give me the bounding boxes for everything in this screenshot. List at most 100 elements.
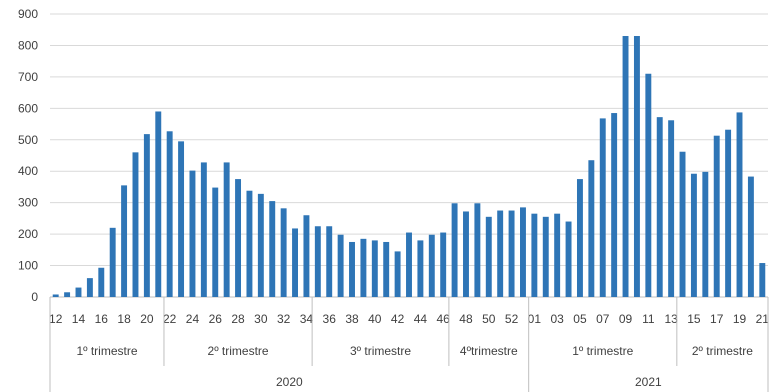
- bar: [257, 193, 264, 297]
- bar: [497, 210, 504, 297]
- quarter-label: 2º trimestre: [692, 344, 753, 358]
- quarter-label: 4ºtrimestre: [460, 344, 518, 358]
- x-tick-label: 07: [596, 312, 610, 326]
- bar: [132, 152, 139, 297]
- bar: [576, 179, 583, 297]
- x-tick-label: 13: [664, 312, 678, 326]
- bar: [178, 141, 185, 297]
- bar: [235, 179, 242, 297]
- bar: [303, 215, 310, 297]
- quarter-label: 3º trimestre: [350, 344, 411, 358]
- x-tick-label: 15: [687, 312, 701, 326]
- bars: [52, 36, 766, 298]
- bar: [64, 292, 71, 297]
- bar: [371, 240, 378, 297]
- bar: [223, 162, 230, 297]
- bar: [599, 118, 606, 297]
- bar: [451, 203, 458, 297]
- bar: [690, 173, 697, 297]
- bar: [463, 211, 469, 297]
- bar: [155, 111, 162, 297]
- x-tick-label: 18: [117, 312, 131, 326]
- bar: [292, 228, 298, 297]
- bar: [383, 241, 390, 297]
- x-axis: 12 14 16 18 20 22 24 26 28 30 32 34 36 38 40 42 44 46 48 50…: [49, 297, 769, 392]
- bar: [588, 160, 595, 297]
- bar: [52, 294, 59, 297]
- quarter-label: 1º trimestre: [572, 344, 633, 358]
- x-tick-label: 42: [391, 312, 405, 326]
- bar: [736, 112, 743, 297]
- x-tick-label: 28: [231, 312, 245, 326]
- bar: [747, 176, 754, 297]
- x-tick-label: 40: [368, 312, 382, 326]
- bar: [360, 238, 367, 297]
- bar: [98, 267, 105, 297]
- bar: [86, 278, 93, 297]
- x-tick-label: 19: [733, 312, 747, 326]
- bar: [759, 263, 766, 297]
- x-tick-label: 30: [254, 312, 268, 326]
- bar: [725, 129, 732, 297]
- x-tick-label: 52: [505, 312, 519, 326]
- x-tick-label: 34: [300, 312, 314, 326]
- x-tick-label: 22: [163, 312, 177, 326]
- bar: [109, 227, 116, 297]
- x-tick-label: 26: [209, 312, 223, 326]
- bar: [121, 185, 128, 297]
- bar: [542, 216, 549, 297]
- y-tick-label: 700: [18, 70, 38, 84]
- bar: [280, 208, 287, 297]
- bar: [326, 226, 333, 297]
- bar: [428, 234, 435, 297]
- bar: [645, 73, 652, 297]
- quarter-label: 2º trimestre: [208, 344, 269, 358]
- x-tick-label: 03: [550, 312, 564, 326]
- bar: [189, 170, 196, 297]
- x-tick-label: 12: [49, 312, 63, 326]
- x-tick-label: 24: [186, 312, 200, 326]
- y-tick-label: 400: [18, 164, 38, 178]
- y-tick-label: 100: [18, 259, 38, 273]
- x-tick-label: 16: [95, 312, 109, 326]
- y-tick-label: 0: [31, 290, 38, 304]
- x-tick-label: 38: [345, 312, 359, 326]
- bar: [679, 151, 686, 297]
- x-tick-label: 36: [323, 312, 337, 326]
- x-tick-label: 11: [642, 312, 655, 326]
- bar: [314, 226, 321, 297]
- y-tick-label: 900: [18, 7, 38, 21]
- x-tick-label: 48: [459, 312, 473, 326]
- y-tick-label: 800: [18, 38, 38, 52]
- bar: [417, 240, 424, 297]
- bar: [143, 134, 150, 297]
- x-tick-label: 32: [277, 312, 291, 326]
- x-tick-label: 09: [619, 312, 633, 326]
- y-axis-ticks: 0 100 200 300 400 500 600 700 800 900: [18, 7, 38, 304]
- bar: [337, 234, 344, 297]
- bar: [508, 210, 515, 297]
- bar: [554, 213, 561, 297]
- x-tick-label: 21: [756, 312, 770, 326]
- bar: [702, 171, 709, 297]
- bar: [485, 216, 492, 297]
- bar: [246, 190, 253, 297]
- bar: [269, 201, 276, 297]
- bar: [212, 187, 219, 297]
- y-tick-label: 200: [18, 227, 38, 241]
- bar: [349, 241, 355, 297]
- year-label: 2020: [276, 375, 303, 389]
- x-tick-label: 17: [710, 312, 724, 326]
- bar: [75, 287, 82, 297]
- bar: [531, 213, 538, 297]
- y-tick-label: 300: [18, 196, 38, 210]
- year-label: 2021: [635, 375, 662, 389]
- bar: [633, 36, 640, 298]
- bar: [713, 135, 720, 297]
- bar: [440, 232, 447, 297]
- bar: [394, 251, 401, 297]
- x-tick-label: 20: [140, 312, 154, 326]
- bar: [200, 162, 207, 297]
- bar: [656, 117, 663, 297]
